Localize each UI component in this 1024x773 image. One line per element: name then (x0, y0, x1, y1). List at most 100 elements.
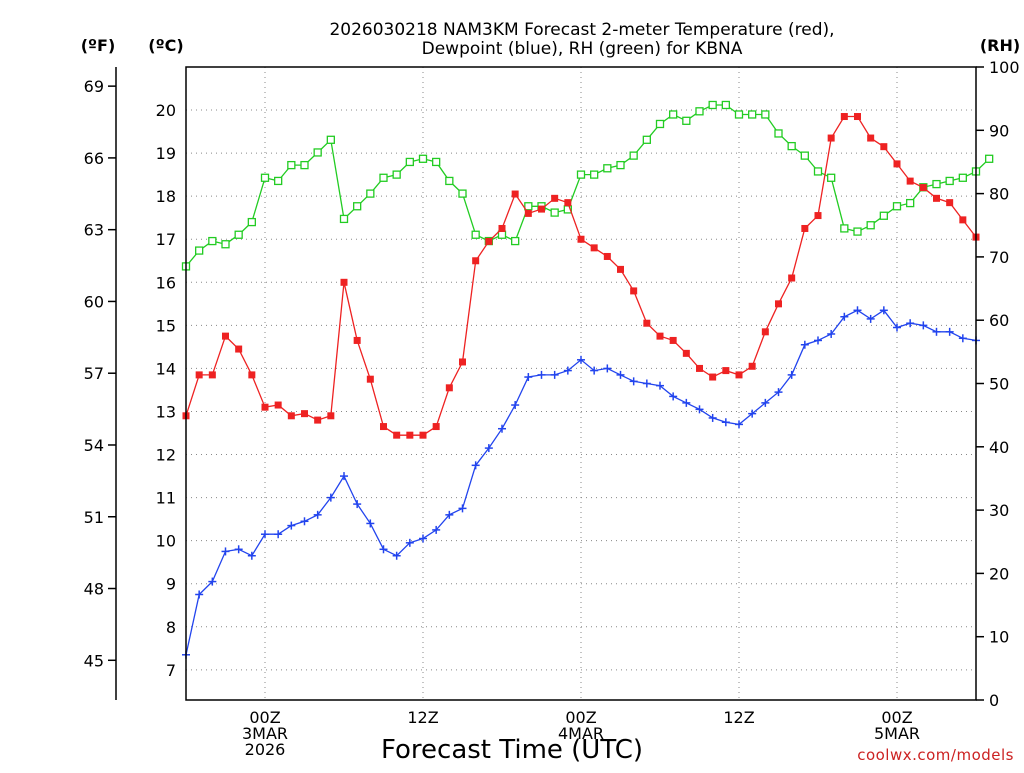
dewpoint-point (682, 398, 691, 407)
temperature-point (814, 212, 822, 220)
rh-unit-label: (RH) (980, 36, 1020, 55)
time-tick-label: 12Z (723, 708, 754, 727)
temperature-point (722, 367, 730, 375)
dewpoint-point (221, 547, 230, 556)
dewpoint-point (313, 510, 322, 519)
temperature-point (959, 216, 967, 224)
rh-point (879, 211, 888, 220)
rh-point (629, 151, 638, 160)
dewpoint-point (932, 327, 941, 336)
dewpoint-point (800, 340, 809, 349)
rh-tick-label: 100 (989, 58, 1020, 77)
rh-point (326, 135, 335, 144)
chart-title-line1: 2026030218 NAM3KM Forecast 2-meter Tempe… (329, 20, 834, 40)
rh-point (234, 230, 243, 239)
temperature-point (340, 278, 348, 286)
dewpoint-point (814, 336, 822, 345)
rh-point (274, 176, 283, 186)
time-tick-label: 4MAR (558, 724, 604, 743)
time-tick-label: 3MAR (242, 724, 288, 743)
rh-point (260, 173, 270, 182)
rh-point (985, 154, 994, 163)
temperature-series (182, 113, 980, 439)
temperature-point (314, 416, 322, 424)
rh-point (208, 236, 217, 246)
dewpoint-point (827, 329, 836, 338)
f-tick-label: 51 (84, 508, 104, 527)
dewpoint-point (919, 321, 928, 330)
rh-series (181, 100, 994, 271)
rh-point (906, 198, 915, 208)
rh-point (695, 107, 704, 116)
rh-point (669, 110, 678, 119)
rh-tick-label: 70 (989, 248, 1009, 267)
rh-point (721, 100, 730, 110)
rh-point (287, 160, 296, 170)
c-tick-label: 18 (156, 187, 176, 206)
dewpoint-series (182, 306, 980, 659)
rh-tick-label: 40 (989, 438, 1009, 457)
temperature-point (867, 134, 875, 142)
time-tick-label: 00Z (249, 708, 280, 727)
rh-point (616, 160, 625, 170)
rh-point (682, 116, 691, 125)
temperature-point (459, 358, 466, 366)
temperature-point (353, 336, 361, 344)
rh-point (445, 176, 454, 186)
dewpoint-point (234, 545, 243, 554)
c-tick-label: 10 (156, 532, 176, 551)
temperature-point (577, 235, 585, 243)
dewpoint-point (774, 388, 783, 397)
rh-point (247, 217, 256, 227)
c-tick-label: 11 (156, 489, 176, 508)
temperature-point (261, 403, 269, 411)
dewpoint-point (287, 521, 296, 530)
dewpoint-point (761, 398, 770, 407)
temperature-point (735, 371, 743, 379)
dewpoint-point (616, 370, 625, 379)
celsius-unit-label: (ºC) (148, 36, 183, 55)
rh-point (774, 129, 783, 138)
rh-point (761, 110, 770, 119)
dewpoint-point (669, 392, 678, 401)
rh-point (313, 148, 322, 157)
temperature-point (419, 431, 427, 439)
rh-tick-label: 50 (989, 375, 1009, 394)
rh-point (550, 208, 559, 217)
f-tick-label: 48 (84, 580, 104, 599)
temperature-point (380, 423, 387, 431)
rh-point (813, 167, 823, 176)
rh-point (392, 170, 401, 179)
dewpoint-point (603, 364, 612, 373)
dewpoint-point (695, 405, 704, 414)
dewpoint-point (748, 409, 757, 418)
dewpoint-point (208, 577, 217, 586)
dewpoint-point (445, 510, 454, 519)
rh-point (642, 135, 651, 144)
rh-point (432, 157, 441, 167)
temperature-point (393, 431, 401, 439)
rh-tick-label: 10 (989, 628, 1009, 647)
rh-tick-label: 30 (989, 501, 1009, 520)
temperature-point (195, 371, 203, 379)
rh-tick-label: 60 (989, 311, 1009, 330)
rh-point (195, 246, 204, 255)
temperature-point (406, 431, 414, 439)
rh-point (339, 214, 349, 224)
temperature-point (235, 345, 243, 353)
dewpoint-point (866, 314, 875, 323)
temperature-point (919, 184, 927, 192)
rh-point (379, 173, 388, 182)
temperature-point (880, 143, 888, 151)
temperature-point (656, 332, 664, 340)
time-tick-label: 00Z (565, 708, 596, 727)
rh-point (748, 110, 757, 119)
time-tick-label: 2026 (245, 740, 286, 759)
dewpoint-point (353, 500, 362, 509)
temperature-point (208, 371, 216, 379)
temperature-point (524, 209, 532, 217)
rh-point (497, 230, 507, 239)
dewpoint-point (484, 444, 493, 453)
f-tick-label: 45 (84, 651, 104, 670)
temperature-point (617, 265, 624, 273)
